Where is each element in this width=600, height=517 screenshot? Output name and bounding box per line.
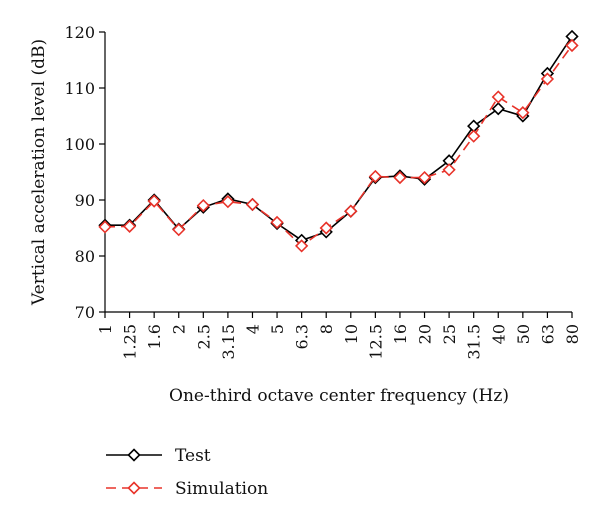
x-tick-label-1-6: 1.6 xyxy=(145,324,164,349)
data-point-simulation-10 xyxy=(344,204,358,218)
x-tick-label-31-5: 31.5 xyxy=(465,324,484,360)
data-point-simulation-1-6 xyxy=(147,194,161,208)
data-point-simulation-16 xyxy=(393,170,407,185)
axes xyxy=(104,32,572,313)
y-axis-title: Vertical acceleration level (dB) xyxy=(29,39,49,306)
x-tick-label-63: 63 xyxy=(538,324,557,344)
data-point-simulation-2 xyxy=(172,223,186,237)
x-tick-label-3-15: 3.15 xyxy=(219,324,238,360)
legend-label-simulation: Simulation xyxy=(175,479,268,499)
x-tick-label-10: 10 xyxy=(342,324,361,344)
x-tick-label-50: 50 xyxy=(514,324,533,344)
x-tick-label-1-25: 1.25 xyxy=(121,324,140,360)
x-tick-label-2-5: 2.5 xyxy=(194,324,213,349)
data-point-simulation-20 xyxy=(417,170,432,185)
x-tick-label-16: 16 xyxy=(391,324,410,344)
data-point-simulation-63 xyxy=(540,72,555,86)
data-point-simulation-1-25 xyxy=(122,219,137,233)
data-point-simulation-1 xyxy=(98,220,112,234)
x-tick-label-1: 1 xyxy=(96,324,115,334)
data-point-simulation-80 xyxy=(565,38,579,53)
x-tick-label-8: 8 xyxy=(317,324,336,334)
data-point-simulation-40 xyxy=(491,90,505,104)
series-line-simulation xyxy=(104,44,573,247)
x-tick-label-25: 25 xyxy=(440,324,459,344)
data-point-simulation-8 xyxy=(319,221,333,235)
legend-marker-simulation xyxy=(127,481,141,495)
legend-label-test: Test xyxy=(175,446,211,466)
data-point-simulation-5 xyxy=(270,215,284,230)
data-point-simulation-25 xyxy=(442,163,456,177)
data-point-simulation-4 xyxy=(245,197,260,212)
x-tick-label-20: 20 xyxy=(416,324,435,344)
data-point-simulation-2-5 xyxy=(196,198,210,213)
x-tick-label-80: 80 xyxy=(563,324,582,344)
x-tick-label-40: 40 xyxy=(489,324,508,344)
data-point-simulation-6-3 xyxy=(295,239,309,253)
legend-marker-test xyxy=(127,448,141,462)
x-tick-label-6-3: 6.3 xyxy=(293,324,312,349)
legend-item-simulation: Simulation xyxy=(106,479,268,499)
y-tick-label-90: 90 xyxy=(75,191,95,210)
x-tick-label-4: 4 xyxy=(243,324,262,334)
x-tick-label-12-5: 12.5 xyxy=(366,324,385,360)
y-tick-label-70: 70 xyxy=(75,303,95,322)
x-tick-label-5: 5 xyxy=(268,324,287,334)
series-line-test xyxy=(105,36,573,242)
x-ticks: 1 1.25 1.6 2 2.5 3.15 4 5 6.3 8 10 12.5 16 20 25 31.5 40… xyxy=(96,312,582,360)
y-tick-label-120: 120 xyxy=(64,23,95,42)
data-point-simulation-12-5 xyxy=(368,169,382,184)
y-tick-label-80: 80 xyxy=(75,247,95,266)
x-axis-title: One-third octave center frequency (Hz) xyxy=(169,386,509,406)
data-point-simulation-31-5 xyxy=(467,129,481,143)
legend: Test Simulation xyxy=(106,446,268,499)
x-tick-label-2: 2 xyxy=(170,324,189,334)
data-point-simulation-3-15 xyxy=(221,195,235,209)
series-layer xyxy=(98,29,579,253)
data-point-test-40 xyxy=(491,102,505,116)
y-tick-label-110: 110 xyxy=(64,79,95,98)
y-ticks: 70 80 90 100 110 120 xyxy=(64,23,105,322)
y-tick-label-100: 100 xyxy=(64,135,95,154)
legend-item-test: Test xyxy=(106,446,211,466)
data-point-simulation-50 xyxy=(516,106,530,120)
